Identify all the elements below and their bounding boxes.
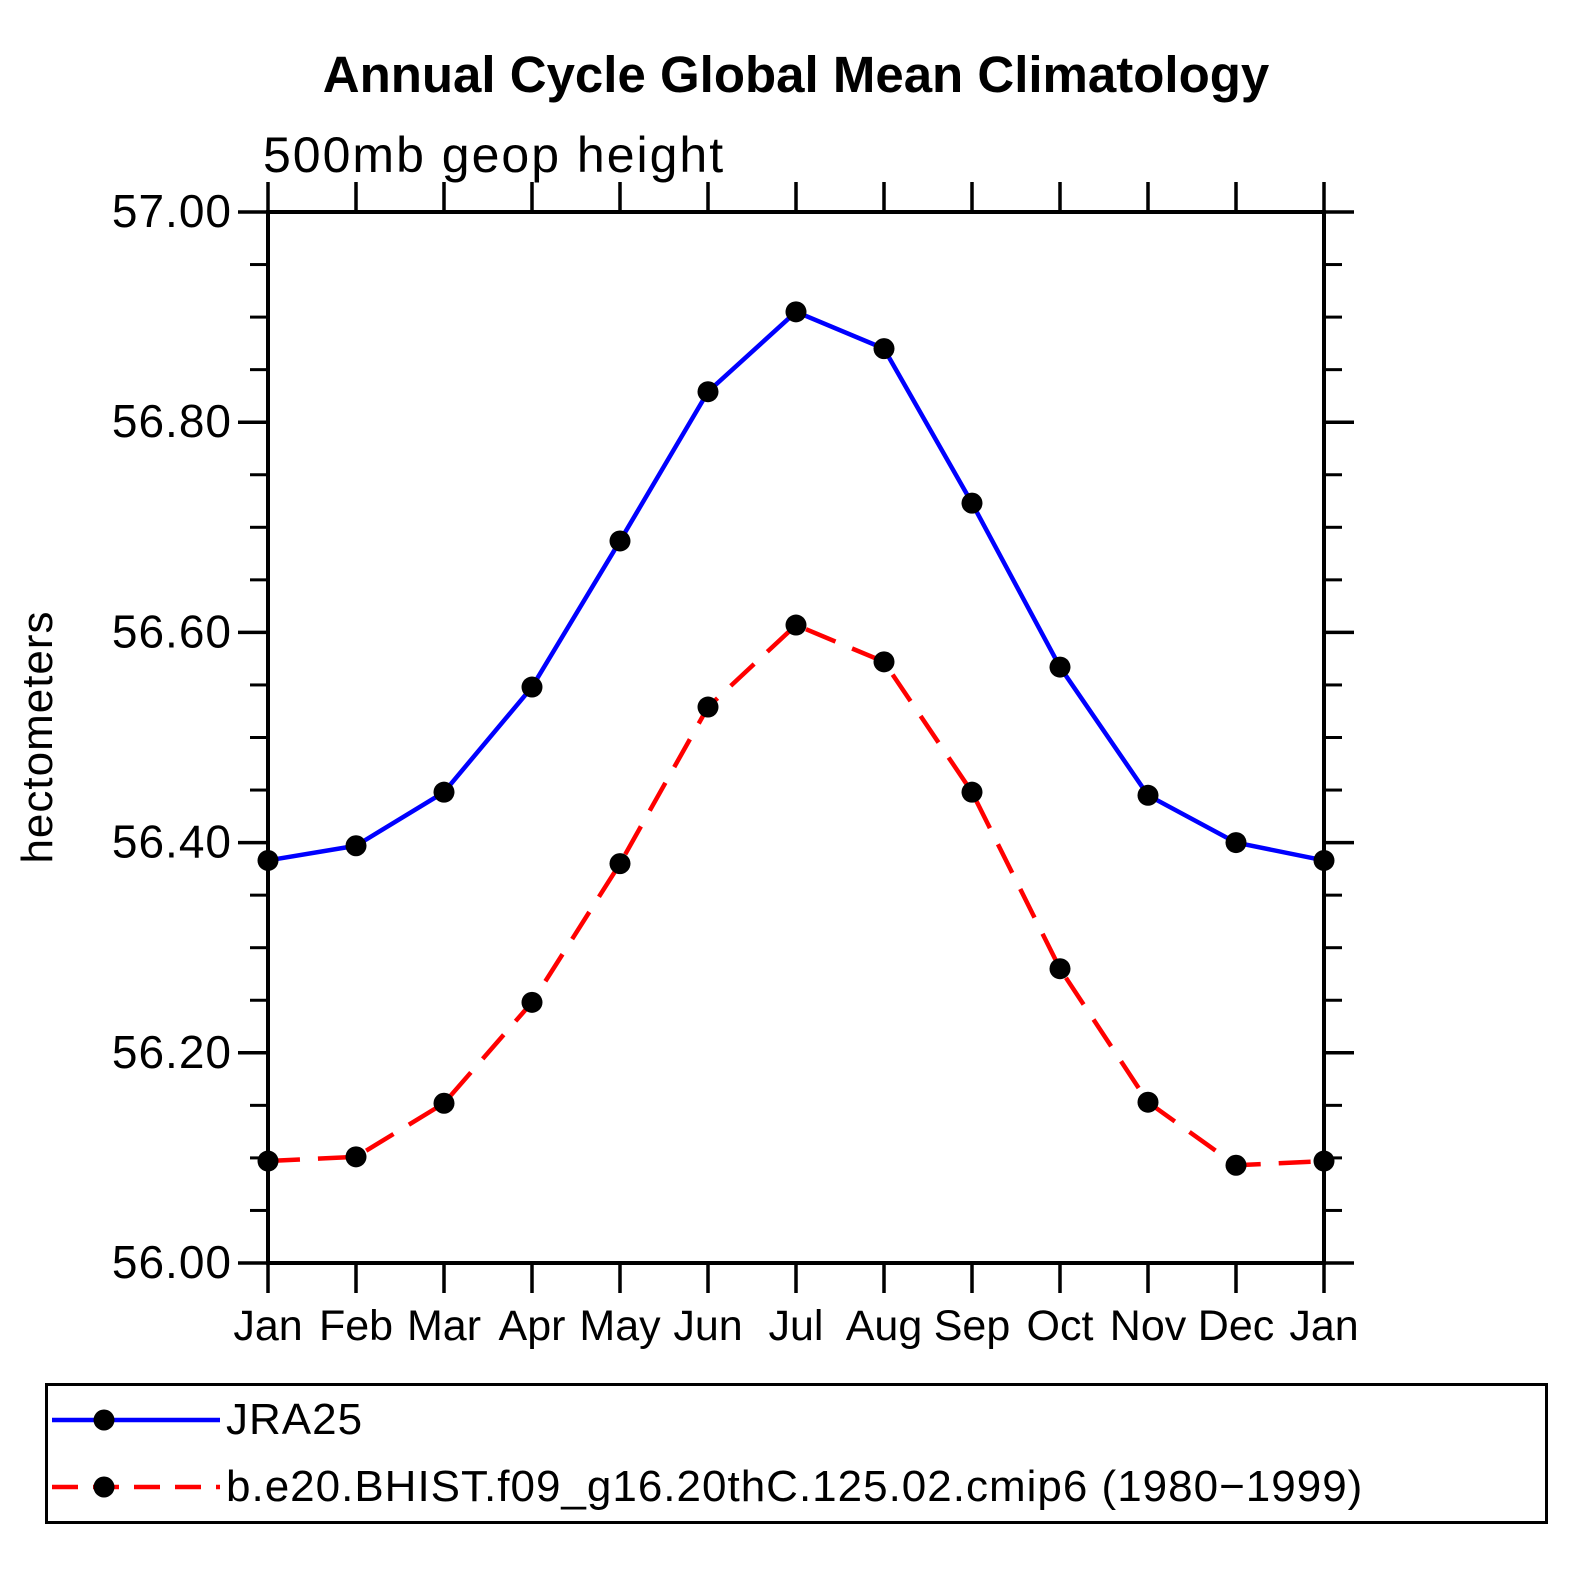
data-point-model xyxy=(257,1150,279,1172)
data-point-jra25 xyxy=(257,849,279,871)
legend-swatch-jra25 xyxy=(52,1409,220,1431)
y-tick-label: 56.80 xyxy=(112,395,232,447)
data-point-model xyxy=(697,696,719,718)
data-point-jra25 xyxy=(345,835,367,857)
data-point-jra25 xyxy=(1225,832,1247,854)
x-tick-label: Dec xyxy=(1198,1302,1274,1350)
data-point-model xyxy=(961,781,983,803)
x-tick-label: Nov xyxy=(1110,1302,1187,1350)
data-point-jra25 xyxy=(433,781,455,803)
chart-title: Annual Cycle Global Mean Climatology xyxy=(323,46,1270,103)
data-point-model xyxy=(521,991,543,1013)
series-line-model xyxy=(267,622,1325,1168)
data-point-jra25 xyxy=(697,381,719,403)
data-point-jra25 xyxy=(1313,849,1335,871)
data-point-model xyxy=(873,651,895,673)
chart-subtitle: 500mb geop height xyxy=(263,127,725,183)
legend-item-jra25: JRA25 xyxy=(48,1388,1545,1452)
y-tick-label: 56.20 xyxy=(112,1026,232,1078)
x-tick-label: Aug xyxy=(846,1302,923,1350)
y-tick-label: 56.00 xyxy=(112,1236,232,1288)
data-point-model xyxy=(785,614,807,636)
x-tick-label: Oct xyxy=(1027,1302,1094,1350)
data-point-model xyxy=(345,1146,367,1168)
x-tick-label: Feb xyxy=(319,1302,393,1350)
x-tick-label: Jan xyxy=(233,1302,302,1350)
x-tick-label: Jul xyxy=(769,1302,824,1350)
data-point-jra25 xyxy=(521,676,543,698)
x-tick-label: May xyxy=(579,1302,661,1350)
plot-generated-layer: Jan Feb Mar Apr May Jun Jul Aug Sep Oct Nov Dec Jan5… xyxy=(112,182,1359,1350)
data-point-jra25 xyxy=(961,492,983,514)
legend-label-jra25: JRA25 xyxy=(226,1395,364,1445)
y-tick-label: 56.60 xyxy=(112,605,232,657)
x-tick-label: Jun xyxy=(673,1302,742,1350)
legend-label-model: b.e20.BHIST.f09_g16.20thC.125.02.cmip6 (… xyxy=(226,1461,1364,1511)
x-tick-label: Sep xyxy=(934,1302,1011,1350)
plot-frame xyxy=(266,210,1326,1265)
x-tick-label: Apr xyxy=(499,1302,566,1350)
data-point-jra25 xyxy=(785,301,807,323)
data-point-model xyxy=(1313,1150,1335,1172)
data-point-model xyxy=(1049,958,1071,980)
data-point-jra25 xyxy=(873,338,895,360)
data-point-jra25 xyxy=(609,530,631,552)
legend-marker-jra25 xyxy=(93,1409,115,1431)
data-point-model xyxy=(609,853,631,875)
y-tick-label: 57.00 xyxy=(112,185,232,237)
legend-item-model: b.e20.BHIST.f09_g16.20thC.125.02.cmip6 (… xyxy=(48,1455,1545,1519)
data-point-jra25 xyxy=(1137,784,1159,806)
series-line-jra25 xyxy=(267,309,1325,863)
y-tick-label: 56.40 xyxy=(112,816,232,868)
data-point-model xyxy=(1137,1091,1159,1113)
y-axis-title: hectometers xyxy=(13,610,62,863)
legend: JRA25 b.e20.BHIST.f09_g16.20thC.125.02.c… xyxy=(45,1383,1548,1524)
x-tick-label: Mar xyxy=(407,1302,481,1350)
data-point-model xyxy=(433,1092,455,1114)
data-point-model xyxy=(1225,1154,1247,1176)
legend-marker-model xyxy=(93,1476,115,1498)
x-tick-label: Jan xyxy=(1289,1302,1358,1350)
data-point-jra25 xyxy=(1049,656,1071,678)
legend-swatch-model xyxy=(52,1476,220,1498)
